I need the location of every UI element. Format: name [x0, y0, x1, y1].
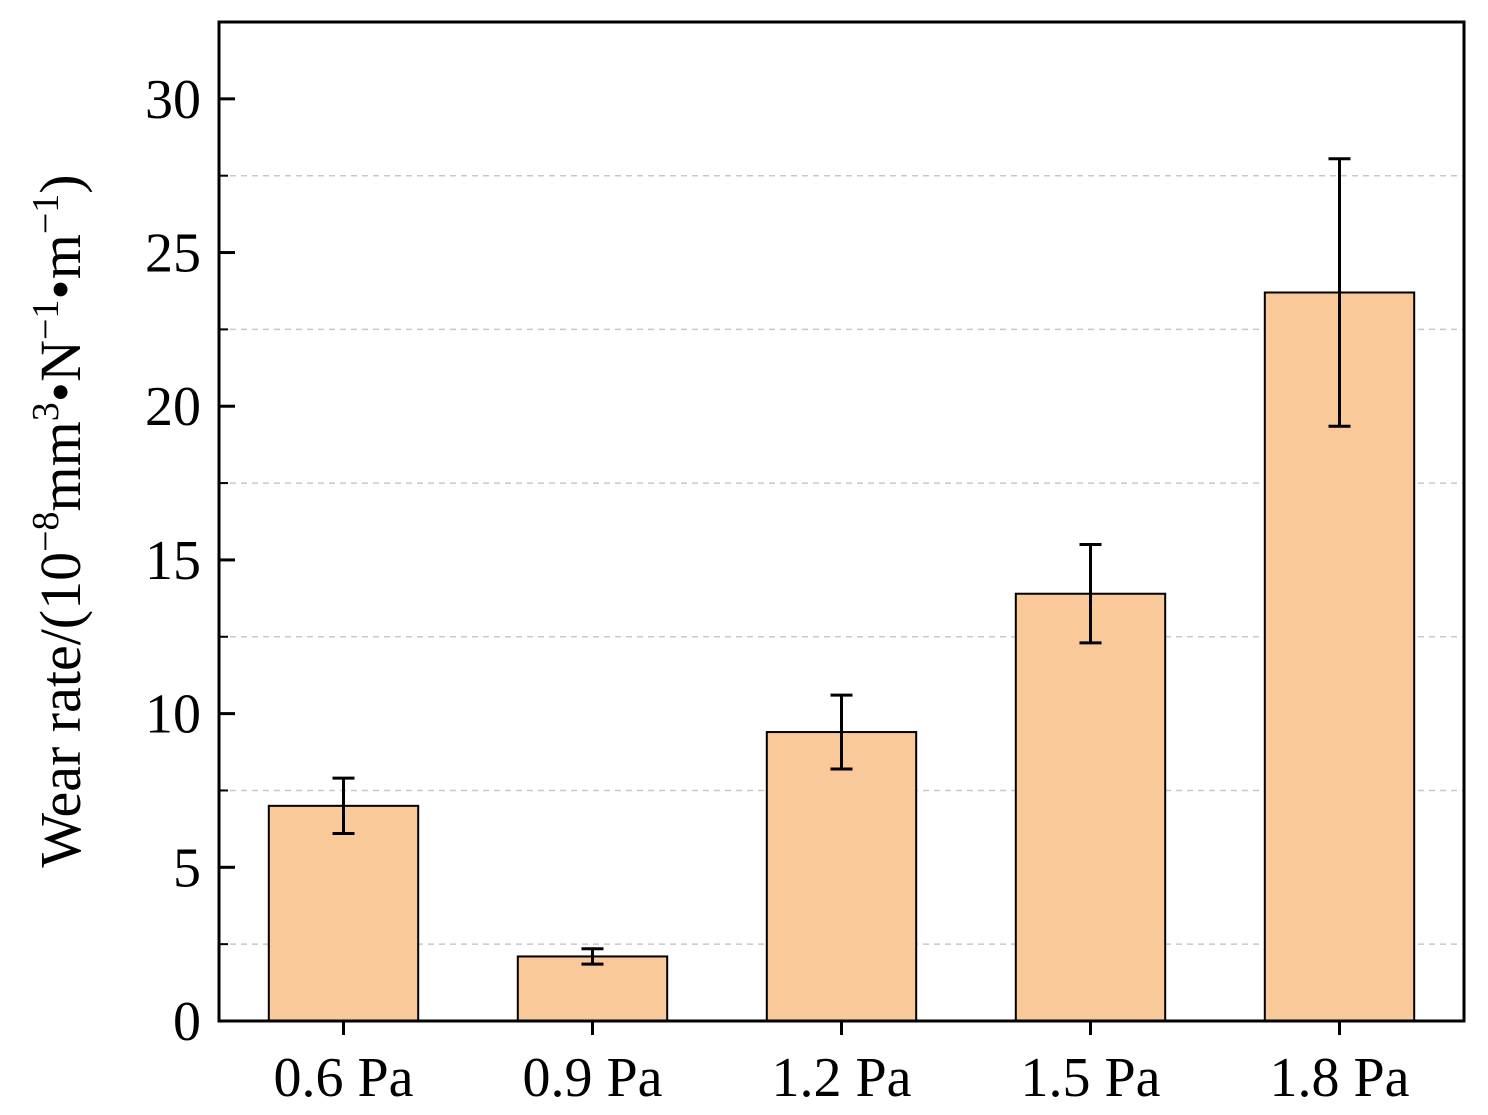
y-axis-label-exp3: −1: [25, 300, 67, 340]
y-tick-label-25: 25: [145, 223, 201, 285]
x-category-labels: 0.6 Pa 0.9 Pa 1.2 Pa 1.5 Pa 1.8 Pa: [274, 1047, 1410, 1109]
y-axis-label-exp4: −1: [25, 194, 67, 234]
x-category-label-1.5-pa: 1.5 Pa: [1021, 1047, 1161, 1109]
y-tick-label-10: 10: [145, 684, 201, 746]
y-axis-label-prefix: Wear rate/(10: [28, 552, 93, 868]
y-axis-label-suffix: ): [28, 174, 93, 193]
x-category-label-1.8-pa: 1.8 Pa: [1270, 1047, 1410, 1109]
y-axis-label-unit1: mm: [28, 421, 93, 511]
error-bar-1.2-pa: [830, 693, 853, 771]
x-category-label-0.6-pa: 0.6 Pa: [274, 1047, 414, 1109]
y-axis-label: Wear rate/(10−8mm3•N−1•m−1): [25, 174, 93, 867]
y-axis-label-unit3: •m: [28, 234, 93, 299]
y-tick-label-0: 0: [173, 991, 201, 1053]
y-axis-label-exp2: 3: [25, 402, 67, 421]
error-bar-1.5-pa: [1079, 543, 1102, 645]
y-tick-label-5: 5: [173, 837, 201, 899]
error-bar-0.9-pa: [581, 947, 604, 966]
bar-1.5-pa: [1014, 592, 1167, 1023]
bar-1.2-pa: [765, 731, 918, 1022]
error-bars: [332, 157, 1351, 966]
y-tick-label-30: 30: [145, 69, 201, 131]
y-tick-label-20: 20: [145, 376, 201, 438]
error-bar-1.8-pa: [1328, 157, 1351, 428]
bars: [267, 291, 1416, 1023]
x-category-label-1.2-pa: 1.2 Pa: [772, 1047, 912, 1109]
bar-0.6-pa: [267, 804, 420, 1022]
error-bar-0.6-pa: [332, 776, 355, 835]
gridlines: [219, 174, 1464, 945]
x-category-label-0.9-pa: 0.9 Pa: [523, 1047, 663, 1109]
axis-ticks: [219, 97, 1341, 1035]
bar-0.9-pa: [516, 955, 669, 1022]
y-tick-labels: 0 5 10 15 20 25 30: [145, 69, 201, 1053]
y-axis-label-exp1: −8: [25, 511, 67, 551]
y-axis-label-unit2: •N: [28, 340, 93, 402]
y-tick-label-15: 15: [145, 530, 201, 592]
